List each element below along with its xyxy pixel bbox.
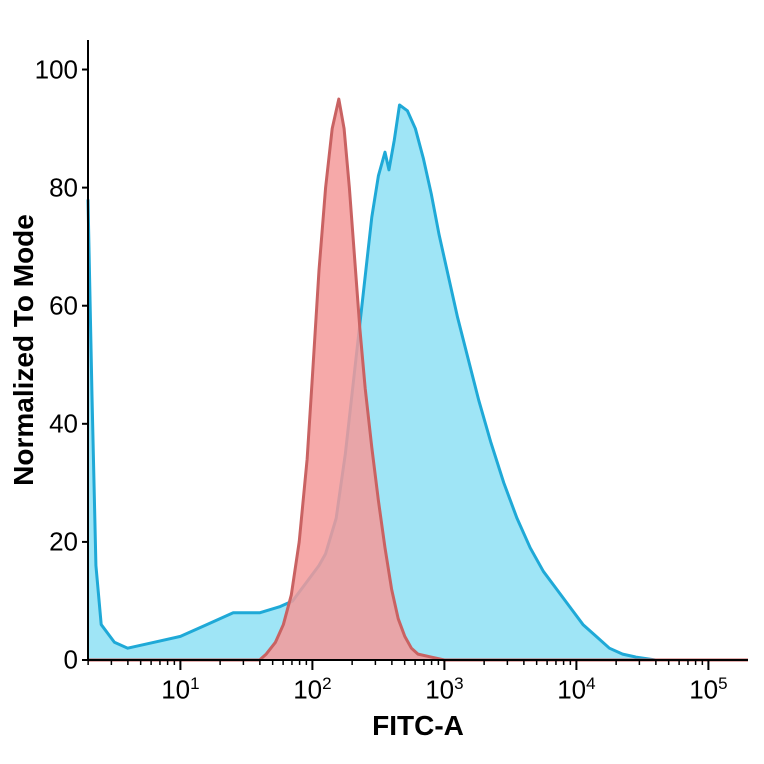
y-tick-label: 60 xyxy=(49,290,78,321)
x-tick-label: 105 xyxy=(689,674,727,706)
x-tick-label: 103 xyxy=(425,674,463,706)
x-tick-label: 101 xyxy=(161,674,199,706)
y-tick-label: 40 xyxy=(49,408,78,439)
y-tick-label: 100 xyxy=(35,54,78,85)
y-tick-label: 0 xyxy=(64,645,78,676)
x-axis-label: FITC-A xyxy=(372,710,464,742)
y-tick-label: 20 xyxy=(49,526,78,557)
histogram-svg xyxy=(88,40,748,660)
plot-area xyxy=(88,40,748,660)
series-fill-blue xyxy=(88,105,748,660)
x-tick-label: 102 xyxy=(293,674,331,706)
y-axis-label: Normalized To Mode xyxy=(8,214,40,486)
y-tick-label: 80 xyxy=(49,172,78,203)
x-tick-label: 104 xyxy=(557,674,595,706)
